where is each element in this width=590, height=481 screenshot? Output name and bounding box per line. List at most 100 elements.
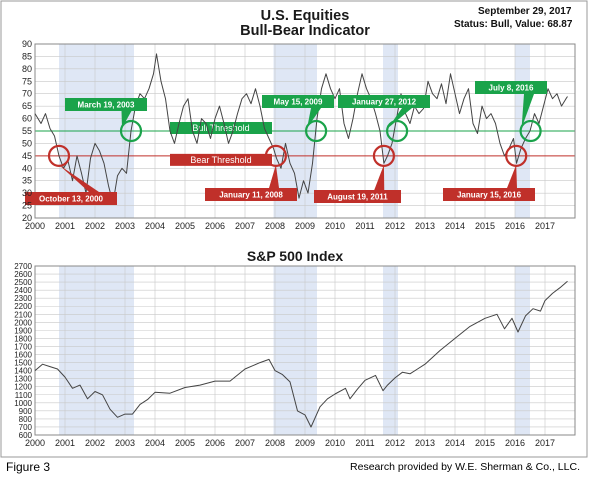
- callout-label: March 19, 2003: [78, 101, 135, 110]
- callout-label: July 8, 2016: [489, 84, 534, 93]
- x-tick-label: 2014: [445, 221, 465, 231]
- callout-pointer: [521, 94, 534, 128]
- series-line: [34, 53, 568, 204]
- x-tick-label: 2012: [385, 221, 405, 231]
- bull-callout-box: [475, 81, 547, 94]
- bear-callout-box: [443, 188, 535, 201]
- y-tick-label: 1500: [14, 359, 32, 368]
- callout-pointer: [507, 164, 517, 188]
- callout-label: January 11, 2008: [219, 191, 283, 200]
- x-axis-ticks: 2000 2001 2002 2003 2004 2005 2006 2007 2008 2009…: [25, 221, 555, 231]
- x-tick-label: 2004: [145, 438, 165, 448]
- y-tick-label: 600: [19, 431, 33, 440]
- bear-callout-box: [205, 188, 297, 201]
- x-tick-label: 2007: [235, 221, 255, 231]
- callout-pointer: [121, 111, 132, 128]
- y-tick-label: 75: [22, 76, 32, 86]
- figure-border: [0, 0, 588, 458]
- bull-threshold-tag: [170, 122, 272, 134]
- x-tick-label: 2016: [505, 221, 525, 231]
- bear-callout-box: [314, 190, 401, 203]
- y-tick-label: 55: [22, 126, 32, 136]
- y-tick-label: 1200: [14, 383, 32, 392]
- x-tick-label: 2010: [325, 221, 345, 231]
- y-tick-label: 2400: [14, 286, 32, 295]
- y-tick-label: 80: [22, 64, 32, 74]
- y-tick-label: 40: [22, 163, 32, 173]
- callout-pointer: [307, 108, 321, 128]
- y-tick-label: 60: [22, 114, 32, 124]
- x-tick-label: 2002: [85, 221, 105, 231]
- y-tick-label: 1800: [14, 334, 32, 343]
- x-tick-label: 2016: [505, 438, 525, 448]
- y-tick-label: 70: [22, 89, 32, 99]
- x-tick-label: 2006: [205, 438, 225, 448]
- bull-signal-circle: [519, 119, 542, 143]
- x-tick-label: 2010: [325, 438, 345, 448]
- callout-pointer: [269, 164, 279, 188]
- x-tick-label: 2012: [385, 438, 405, 448]
- y-tick-label: 1100: [15, 391, 33, 400]
- chart-title-line1: U.S. Equities: [261, 8, 350, 24]
- gridlines: [34, 265, 575, 436]
- x-tick-label: 2006: [205, 221, 225, 231]
- callout-label: January 15, 2016: [457, 191, 522, 200]
- shaded-period: [383, 266, 398, 435]
- bear-signal-circle: [47, 144, 71, 167]
- callout-label: May 15, 2009: [274, 98, 323, 107]
- y-tick-label: 1900: [14, 326, 32, 335]
- bear-threshold-tag: [170, 153, 272, 166]
- y-tick-label: 2100: [14, 310, 32, 319]
- shaded-period: [273, 266, 317, 435]
- x-tick-label: 2011: [355, 438, 374, 448]
- x-tick-label: 2007: [235, 438, 255, 448]
- figure-label: Figure 3: [6, 460, 51, 474]
- x-tick-label: 2002: [85, 438, 105, 448]
- chart-title-line2: Bull-Bear Indicator: [240, 23, 370, 39]
- callout-label: October 13, 2000: [39, 195, 104, 204]
- callout-label: August 19, 2011: [327, 193, 388, 202]
- series-line: [34, 280, 568, 428]
- y-tick-label: 30: [22, 188, 32, 198]
- y-tick-label: 2600: [14, 270, 32, 279]
- bull-signal-circle: [119, 119, 143, 143]
- shaded-period: [59, 266, 134, 435]
- callout-label: January 27, 2012: [352, 98, 417, 107]
- x-tick-label: 2013: [415, 438, 435, 448]
- bull-callout-box: [65, 98, 147, 111]
- y-tick-label: 1700: [14, 342, 32, 351]
- x-tick-label: 2004: [145, 221, 165, 231]
- bull-threshold-label: Bull Threshold: [192, 123, 249, 133]
- y-tick-label: 2000: [14, 318, 32, 327]
- y-tick-label: 35: [22, 176, 32, 186]
- thresholds: Bull Threshold Bear Threshold: [35, 122, 575, 166]
- y-tick-label: 2700: [14, 262, 32, 271]
- x-tick-label: 2001: [55, 221, 75, 231]
- bear-threshold-label: Bear Threshold: [190, 155, 251, 165]
- callout-pointer: [374, 164, 385, 190]
- y-tick-label: 2200: [14, 302, 32, 311]
- plot-frame: [34, 265, 576, 436]
- y-tick-label: 900: [19, 407, 33, 416]
- x-tick-label: 2008: [265, 438, 285, 448]
- y-tick-label: 800: [19, 415, 33, 424]
- y-tick-label: 90: [22, 39, 32, 49]
- y-tick-label: 2500: [14, 278, 32, 287]
- bull-callout-box: [338, 95, 430, 108]
- y-tick-label: 65: [22, 101, 32, 111]
- x-tick-label: 2017: [535, 221, 555, 231]
- status-text: Status: Bull, Value: 68.87: [454, 19, 573, 30]
- y-tick-label: 50: [22, 138, 32, 148]
- x-axis-ticks: 2000 2001 2002 2003 2004 2005 2006 2007 2008 2009…: [25, 438, 555, 448]
- bull-signal-circle: [386, 119, 409, 143]
- x-tick-label: 2015: [475, 221, 495, 231]
- y-axis-ticks: 6007008009001000110012001300140015001600…: [14, 262, 32, 440]
- x-tick-label: 2000: [25, 221, 45, 231]
- y-tick-label: 1600: [14, 351, 32, 360]
- x-tick-label: 2001: [55, 438, 75, 448]
- y-axis-ticks: 20 25 30 35 40 45 50 55 60 65 70 75 80 85 90: [22, 39, 32, 223]
- sp500-title: S&P 500 Index: [247, 248, 343, 264]
- x-tick-label: 2003: [115, 438, 135, 448]
- status-date: September 29, 2017: [478, 6, 572, 17]
